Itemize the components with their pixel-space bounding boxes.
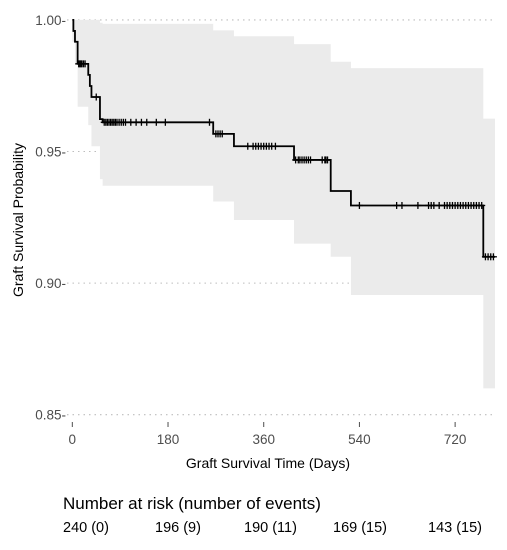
x-tick-label: 360: [252, 432, 275, 447]
x-tick-label: 0: [69, 432, 77, 447]
censor-mark: [218, 130, 226, 138]
censor-mark: [489, 253, 497, 261]
risk-value-720: 143 (15): [428, 520, 483, 536]
censor-mark: [92, 93, 100, 101]
y-tick-label: 0.85-: [35, 408, 66, 423]
censor-mark: [205, 118, 213, 126]
censor-mark: [161, 118, 169, 126]
risk-value-0: 240 (0): [63, 520, 109, 536]
censor-mark: [143, 118, 151, 126]
y-tick-label: 0.90-: [35, 276, 66, 291]
risk-table-title: Number at risk (number of events): [63, 494, 321, 513]
censor-mark: [81, 60, 89, 68]
risk-value-180: 196 (9): [155, 520, 201, 536]
censor-mark: [414, 201, 422, 209]
x-tick-label: 540: [348, 432, 371, 447]
censor-mark: [398, 201, 406, 209]
x-tick-label: 720: [444, 432, 467, 447]
y-tick-label: 1.00-: [35, 13, 66, 28]
risk-value-540: 169 (15): [333, 520, 388, 536]
confidence-band-area: [72, 19, 495, 389]
censor-marks: [75, 60, 497, 261]
censor-mark: [355, 201, 363, 209]
y-tick-label: 0.95-: [35, 145, 66, 160]
censor-mark: [324, 156, 332, 164]
x-axis: 0 180 360 540 720: [69, 422, 467, 447]
censor-mark: [152, 118, 160, 126]
x-tick-label: 180: [157, 432, 180, 447]
x-axis-label: Graft Survival Time (Days): [186, 455, 350, 471]
censor-mark: [478, 201, 486, 209]
confidence-band: [72, 19, 495, 389]
risk-value-360: 190 (11): [244, 520, 297, 536]
y-axis-label: Graft Survival Probability: [10, 143, 26, 297]
y-axis: 0.85- 0.90- 0.95- 1.00-: [35, 13, 66, 423]
censor-mark: [307, 156, 315, 164]
censor-mark: [271, 142, 279, 150]
